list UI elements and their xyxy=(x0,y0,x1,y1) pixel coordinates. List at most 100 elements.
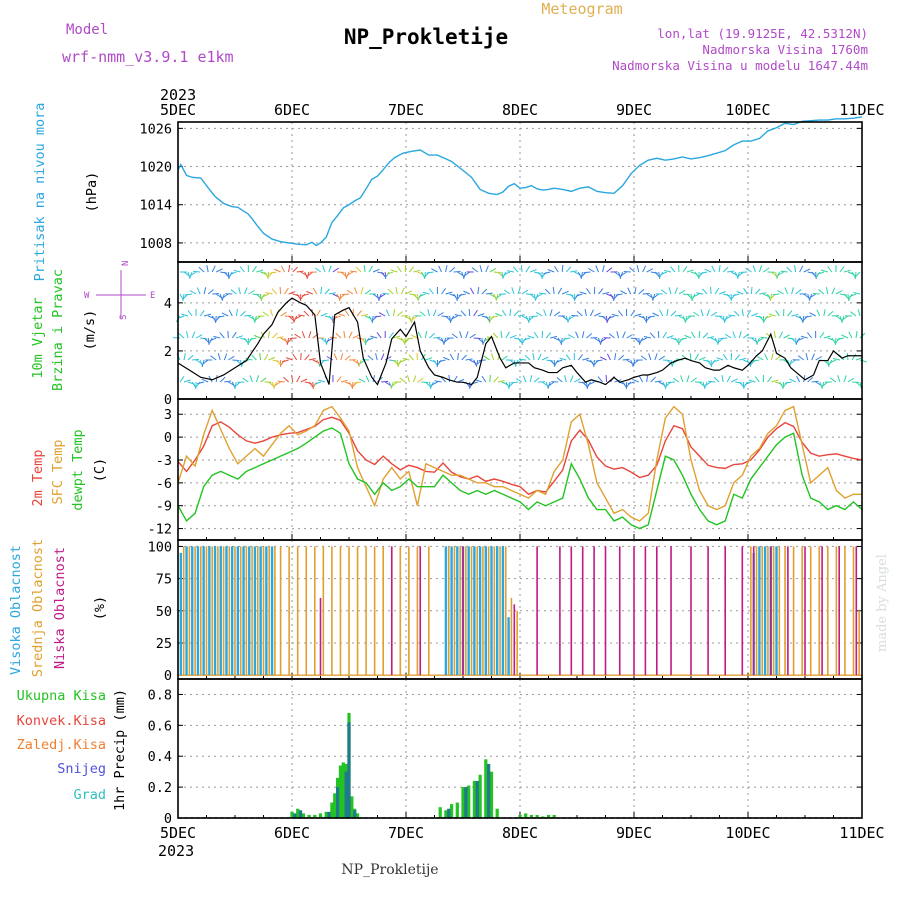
wind-arrow xyxy=(521,265,522,272)
wind-arrow xyxy=(639,376,643,382)
wind-arrow xyxy=(470,334,476,338)
wind-arrow xyxy=(651,272,658,273)
wind-arrow xyxy=(480,265,482,272)
wind-arrow xyxy=(807,333,811,339)
wind-arrow xyxy=(341,380,348,382)
wind-arrow xyxy=(679,290,685,294)
wind-arrow xyxy=(502,356,508,360)
wind-arrow xyxy=(518,315,525,316)
wind-arrow xyxy=(304,311,309,316)
wind-arrow xyxy=(753,265,755,272)
wind-arrow xyxy=(536,312,542,316)
wind-arrow xyxy=(797,376,800,382)
wind-arrow xyxy=(651,377,656,382)
wind-arrow xyxy=(727,271,734,272)
precip-bar-total xyxy=(333,793,336,818)
wind-arrow xyxy=(493,333,498,338)
wind-arrow xyxy=(664,270,671,272)
wind-arrow xyxy=(844,375,846,382)
wind-arrow xyxy=(565,375,567,382)
wind-arrow xyxy=(792,287,794,294)
wind-arrow xyxy=(761,337,768,338)
wind-arrow xyxy=(832,316,839,317)
wind-arrow xyxy=(438,313,444,317)
wind-arrow xyxy=(381,381,388,382)
wind-arrow xyxy=(297,271,304,272)
wind-arrow xyxy=(585,309,586,316)
precip-ylabel: 1hr Precip (mm) xyxy=(112,689,128,811)
wind-arrow xyxy=(254,335,261,338)
wind-arrow xyxy=(458,353,459,360)
chart-panels: 1008101410201026024-12-9-6-3030255075100… xyxy=(139,117,866,827)
wind-arrow xyxy=(723,267,728,272)
wind-arrow xyxy=(800,266,803,272)
wind-arrow xyxy=(321,287,322,294)
wind-arrow xyxy=(525,355,530,360)
wind-arrow xyxy=(199,267,204,272)
wind-arrow xyxy=(828,311,833,316)
wind-arrow xyxy=(428,309,430,316)
wind-arrow xyxy=(703,333,708,338)
y-tick-label: 25 xyxy=(156,636,172,652)
wind-arrow xyxy=(278,381,285,382)
wind-arrow xyxy=(369,266,372,272)
precip-bar-total xyxy=(325,812,328,818)
wind-arrow xyxy=(374,316,381,317)
wind-arrow xyxy=(273,333,278,338)
wind-arrow xyxy=(835,338,836,345)
wind-arrow xyxy=(461,311,466,316)
wind-arrow xyxy=(355,288,358,295)
wind-arrow xyxy=(607,268,613,272)
wind-arrow xyxy=(734,311,739,316)
x-bottom-label: 6DEC xyxy=(274,824,310,842)
wind-arrow xyxy=(671,267,675,272)
wind-arrow xyxy=(224,381,231,382)
wind-arrow xyxy=(256,375,258,382)
wind-arrow xyxy=(425,358,432,360)
wind-arrow xyxy=(733,332,736,339)
wind-arrow xyxy=(582,358,589,360)
wind-arrow xyxy=(313,382,317,388)
wind-arrow xyxy=(661,290,667,294)
wind-arrow xyxy=(744,382,748,388)
wind-arrow xyxy=(386,310,389,316)
wind-arrow xyxy=(397,266,401,272)
wind-arrow xyxy=(590,310,593,316)
wind-arrow xyxy=(531,316,538,317)
wind-arrow xyxy=(349,332,352,338)
model-label: Model xyxy=(66,22,108,38)
wind-arrow xyxy=(699,331,700,338)
wind-arrow xyxy=(693,312,699,316)
wind-arrow xyxy=(492,353,494,360)
wind-arrow xyxy=(725,334,731,338)
wind-arrow xyxy=(850,294,857,297)
y-tick-label: 0.6 xyxy=(148,718,172,734)
wind-arrow xyxy=(256,270,263,272)
wind-arrow xyxy=(494,272,501,273)
precip-bar-snow xyxy=(327,812,330,818)
wind-arrow xyxy=(435,381,442,382)
wind-arrow xyxy=(482,289,487,294)
wind-arrow xyxy=(260,353,261,360)
wind-arrow xyxy=(494,377,499,382)
wind-arrow xyxy=(812,354,815,360)
wind-arrow xyxy=(576,294,583,296)
y-tick-label: 1014 xyxy=(139,198,172,214)
wind-arrow xyxy=(429,289,433,295)
wind-arrow xyxy=(353,335,359,338)
wind-arrow xyxy=(188,355,193,360)
y-tick-label: 2 xyxy=(164,344,172,360)
wind-arrow xyxy=(853,292,860,294)
wind-arrow xyxy=(635,314,642,316)
wind-arrow xyxy=(512,287,514,294)
wind-arrow xyxy=(632,379,638,382)
wind-arrow xyxy=(341,353,343,360)
wind-arrow xyxy=(848,378,854,382)
wind-arrow xyxy=(774,331,775,338)
wind-arrow xyxy=(200,310,204,316)
wind-arrow xyxy=(411,335,417,338)
wind-arrow xyxy=(376,353,378,360)
wind-arrow xyxy=(212,266,215,272)
wind-arrow xyxy=(510,335,517,338)
